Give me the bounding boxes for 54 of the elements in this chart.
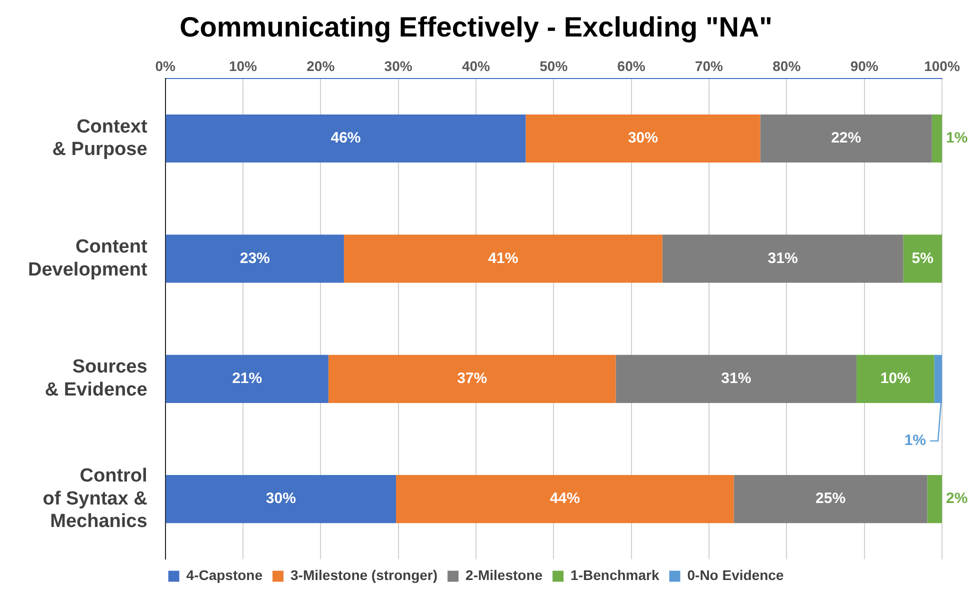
x-tick-label: 0%: [155, 58, 176, 74]
legend-label: 3-Milestone (stronger): [290, 567, 438, 584]
x-tick-label: 10%: [228, 58, 258, 74]
data-label: 1%: [946, 130, 968, 147]
bar: [662, 234, 904, 283]
data-label: 5%: [912, 250, 934, 267]
legend-label: 2-Milestone: [466, 567, 543, 584]
bar: [856, 354, 934, 403]
x-tick-label: 80%: [772, 58, 802, 74]
bar: [166, 234, 344, 283]
x-tick-label: 70%: [694, 58, 724, 74]
legend-label: 0-No Evidence: [687, 567, 784, 584]
bar: [734, 475, 928, 524]
x-tick-label: 40%: [462, 58, 491, 74]
data-label: 22%: [831, 130, 862, 147]
data-label: 30%: [628, 130, 658, 147]
x-tick-label: 50%: [540, 58, 568, 74]
y-tick-label: Content Development: [28, 236, 148, 280]
data-label: 31%: [721, 370, 752, 388]
bar: [396, 475, 734, 524]
bar: [166, 114, 526, 163]
x-tick-label: 100%: [924, 58, 960, 74]
data-label: 46%: [330, 130, 361, 147]
data-label: 10%: [880, 370, 910, 388]
bar: [166, 354, 328, 403]
x-tick-label: 30%: [384, 58, 413, 74]
legend-label: 4-Capstone: [186, 567, 263, 584]
bar: [526, 114, 760, 163]
bar: [166, 475, 396, 524]
data-label: 23%: [240, 250, 270, 267]
data-label: 30%: [266, 490, 296, 508]
y-tick-label: Sources & Evidence: [44, 356, 148, 401]
x-tick-label: 90%: [850, 58, 879, 74]
chart-title: Communicating Effectively - Excluding "NA": [180, 12, 772, 43]
y-tick-label: Control of Syntax & Mechanics: [42, 466, 148, 532]
data-label: 1%: [904, 432, 926, 450]
data-label: 31%: [768, 250, 798, 267]
x-tick-label: 20%: [306, 58, 336, 74]
x-tick-label: 60%: [617, 58, 646, 74]
data-label: 21%: [232, 370, 262, 388]
legend-label: 1-Benchmark: [570, 567, 660, 584]
data-label: 2%: [946, 490, 968, 508]
bar: [344, 234, 662, 283]
bar: [760, 114, 932, 163]
bar: [616, 354, 857, 403]
data-label: 44%: [550, 490, 580, 508]
y-tick-label: Context & Purpose: [52, 116, 148, 160]
data-label: 25%: [816, 490, 846, 508]
bar: [927, 475, 942, 524]
bar: [903, 234, 942, 283]
data-label: 41%: [488, 250, 518, 267]
data-label: 37%: [457, 370, 488, 388]
bar: [932, 114, 942, 163]
bar: [328, 354, 616, 403]
